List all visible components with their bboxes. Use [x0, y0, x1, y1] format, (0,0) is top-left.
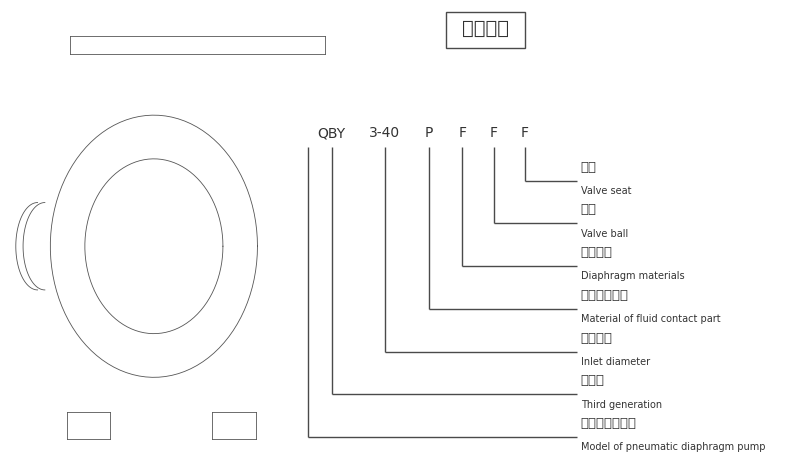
Text: 气动隔膜泵型号: 气动隔膜泵型号	[581, 417, 637, 430]
Text: 进料口径: 进料口径	[581, 332, 613, 345]
Text: Diaphragm materials: Diaphragm materials	[581, 271, 684, 282]
Text: F: F	[490, 126, 498, 140]
Text: 型号说明: 型号说明	[462, 19, 510, 38]
Text: Third generation: Third generation	[581, 399, 662, 410]
Text: 3-40: 3-40	[369, 126, 401, 140]
Text: Material of fluid contact part: Material of fluid contact part	[581, 314, 720, 324]
Text: Valve ball: Valve ball	[581, 228, 628, 239]
Text: Model of pneumatic diaphragm pump: Model of pneumatic diaphragm pump	[581, 442, 766, 453]
Text: P: P	[425, 126, 433, 140]
Text: 阀座: 阀座	[581, 161, 596, 174]
Text: Valve seat: Valve seat	[581, 186, 631, 196]
Text: 过流部件材质: 过流部件材质	[581, 289, 629, 302]
Text: F: F	[458, 126, 466, 140]
Text: 隔膜材质: 隔膜材质	[581, 246, 613, 259]
Text: QBY: QBY	[318, 126, 346, 140]
Text: Inlet diameter: Inlet diameter	[581, 357, 649, 367]
Text: 第三代: 第三代	[581, 374, 604, 388]
Text: 阀球: 阀球	[581, 203, 596, 217]
Text: F: F	[521, 126, 529, 140]
